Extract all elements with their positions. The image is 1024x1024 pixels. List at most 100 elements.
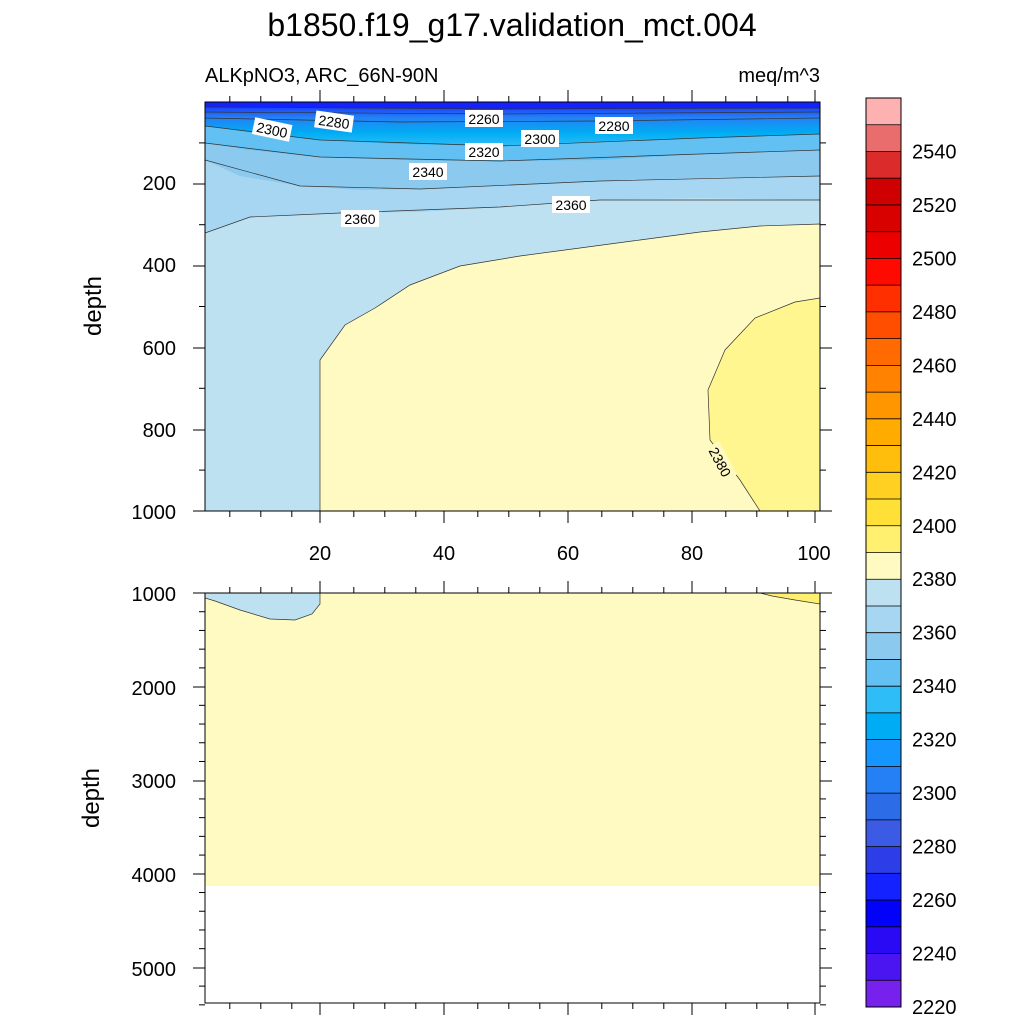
colorbar-swatch-22	[866, 686, 901, 714]
colorbar-label-2340: 2340	[912, 676, 957, 698]
upper-ytick-600: 600	[143, 338, 176, 360]
chart-units: meq/m^3	[738, 65, 820, 87]
lower-y-axis-label: depth	[78, 768, 105, 828]
colorbar-swatch-26	[866, 793, 901, 821]
lower-y-tick-labels: 1000 2000 3000 4000 5000	[132, 584, 177, 981]
svg-text:2360: 2360	[344, 211, 375, 227]
upper-ytick-400: 400	[143, 255, 176, 277]
colorbar-swatch-18	[866, 579, 901, 607]
upper-x-tick-labels: 20 40 60 80 100	[309, 543, 831, 565]
colorbar-label-2380: 2380	[912, 569, 957, 591]
colorbar-label-2480: 2480	[912, 302, 957, 324]
colorbar-label-2240: 2240	[912, 944, 957, 966]
colorbar-label-2440: 2440	[912, 409, 957, 431]
xtick-40: 40	[433, 543, 455, 565]
contour-label-3: 2260	[465, 110, 503, 127]
contour-label-9: 2360	[552, 196, 590, 213]
lower-panel	[205, 593, 820, 886]
colorbar-label-2400: 2400	[912, 516, 957, 538]
upper-ytick-1000: 1000	[132, 502, 177, 524]
colorbar-swatch-23	[866, 712, 901, 740]
colorbar-swatch-29	[866, 873, 901, 901]
upper-panel: 2300 2280 2260 2300 2280 2320	[205, 102, 820, 511]
colorbar-swatch-0	[866, 98, 901, 126]
colorbar-label-2360: 2360	[912, 623, 957, 645]
colorbar-swatch-6	[866, 258, 901, 286]
colorbar-frame	[865, 97, 902, 1008]
contour-label-6: 2320	[465, 143, 503, 160]
contour-line-a	[205, 106, 820, 110]
svg-text:2340: 2340	[412, 164, 443, 180]
colorbar-swatch-15	[866, 499, 901, 527]
svg-text:2260: 2260	[468, 111, 499, 127]
lower-region-2400-2420	[759, 593, 820, 605]
lower-panel-frame	[204, 592, 821, 1004]
colorbar-swatch-21	[866, 659, 901, 687]
colorbar-swatch-32	[866, 953, 901, 981]
colorbar-swatch-13	[866, 445, 901, 473]
svg-text:2280: 2280	[317, 112, 350, 132]
lower-region-2380-2400	[205, 593, 820, 886]
region-2400-2420	[708, 298, 820, 511]
xtick-80: 80	[681, 543, 703, 565]
colorbar-swatch-24	[866, 739, 901, 767]
svg-text:2320: 2320	[468, 144, 499, 160]
colorbar-label-2320: 2320	[912, 730, 957, 752]
svg-text:2280: 2280	[598, 118, 629, 134]
colorbar-swatch-12	[866, 418, 901, 446]
colorbar-swatch-20	[866, 632, 901, 660]
upper-panel-ticks	[193, 90, 832, 523]
lower-ytick-2000: 2000	[132, 678, 177, 700]
colorbar-swatch-28	[866, 846, 901, 874]
colorbar-swatch-7	[866, 285, 901, 313]
contour-label-4: 2300	[521, 130, 559, 147]
colorbar-swatch-5	[866, 231, 901, 259]
contour-line-e	[205, 142, 820, 162]
colorbar-swatch-1	[866, 124, 901, 152]
colorbar-swatch-25	[866, 766, 901, 794]
lower-ytick-4000: 4000	[132, 865, 177, 887]
chart-title: b1850.f19_g17.validation_mct.004	[267, 7, 756, 43]
lower-panel-ticks	[193, 581, 832, 1015]
colorbar-labels: 2540 2520 2500 2480 2460 2440 2420 2400 2380 2360…	[912, 141, 957, 1019]
lower-ytick-1000: 1000	[132, 584, 177, 606]
colorbar-label-2540: 2540	[912, 141, 957, 163]
colorbar-label-2460: 2460	[912, 355, 957, 377]
colorbar-swatch-17	[866, 552, 901, 580]
colorbar-swatch-10	[866, 365, 901, 393]
contour-label-7: 2340	[409, 163, 447, 180]
upper-y-tick-labels: 200 400 600 800 1000	[132, 173, 177, 524]
contour-labels: 2300 2280 2260 2300 2280 2320	[251, 110, 737, 483]
colorbar-label-2520: 2520	[912, 195, 957, 217]
contour-label-1: 2300	[251, 117, 293, 142]
colorbar-swatch-3	[866, 178, 901, 206]
upper-ytick-200: 200	[143, 173, 176, 195]
colorbar-swatch-31	[866, 926, 901, 954]
contour-line-g	[205, 199, 820, 234]
colorbar-label-2300: 2300	[912, 783, 957, 805]
lower-ytick-5000: 5000	[132, 959, 177, 981]
colorbar-swatch-11	[866, 392, 901, 420]
upper-ytick-800: 800	[143, 420, 176, 442]
svg-text:2300: 2300	[255, 119, 289, 141]
svg-text:2300: 2300	[524, 131, 555, 147]
contour-line-2380	[319, 223, 820, 511]
lower-ytick-3000: 3000	[132, 771, 177, 793]
colorbar-swatch-19	[866, 605, 901, 634]
colorbar	[865, 97, 902, 1008]
colorbar-swatch-8	[866, 311, 901, 339]
xtick-60: 60	[557, 543, 579, 565]
lower-region-2360-2380	[205, 593, 321, 621]
svg-text:2360: 2360	[555, 197, 586, 213]
colorbar-label-2420: 2420	[912, 462, 957, 484]
contour-label-5: 2280	[595, 117, 633, 134]
colorbar-label-2500: 2500	[912, 248, 957, 270]
upper-y-axis-label: depth	[80, 276, 107, 336]
colorbar-label-2220: 2220	[912, 997, 957, 1019]
colorbar-swatch-14	[866, 472, 901, 500]
colorbar-swatch-30	[866, 900, 901, 928]
colorbar-label-2280: 2280	[912, 837, 957, 859]
contour-line-f	[205, 159, 820, 190]
colorbar-swatch-16	[866, 525, 901, 553]
